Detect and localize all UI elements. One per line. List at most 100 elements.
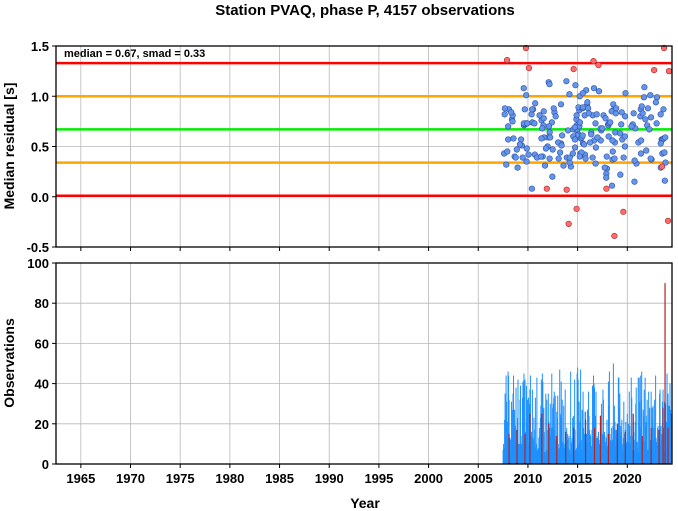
residual-point: [587, 139, 594, 146]
residual-point: [503, 161, 510, 168]
residual-point: [576, 153, 583, 160]
observations-x-tick-label: 2000: [414, 471, 443, 486]
residual-point: [546, 129, 553, 136]
residual-point: [516, 141, 524, 148]
residual-y-axis-label: Median residual [s]: [1, 83, 17, 210]
observations-x-ticks: 1965 1970 1975 1980 1985 1990 1995 2000 2005 2010…: [66, 464, 642, 486]
residual-point: [593, 111, 600, 118]
residual-point: [509, 118, 516, 125]
residual-point: [546, 81, 553, 88]
residual-y-tick-label: -0.5: [27, 240, 49, 255]
observations-x-tick-label: 1990: [315, 471, 344, 486]
residual-point: [572, 82, 579, 89]
residual-point: [549, 173, 556, 180]
residual-point: [657, 111, 664, 118]
residual-point: [605, 133, 612, 140]
residual-point: [523, 145, 530, 152]
residual-point: [612, 129, 619, 136]
residual-point: [603, 174, 610, 181]
residual-point: [660, 106, 667, 113]
stats-annotation: median = 0.67, smad = 0.33: [64, 48, 205, 60]
residual-point: [569, 150, 576, 157]
residual-point: [582, 155, 589, 162]
residual-point: [528, 111, 535, 118]
residual-point: [617, 171, 624, 178]
residual-point: [601, 164, 608, 171]
observations-y-tick-label: 20: [35, 417, 49, 432]
observations-y-tick-label: 80: [35, 296, 49, 311]
residual-point: [571, 124, 578, 131]
residual-point: [618, 109, 625, 116]
residual-point: [638, 103, 645, 110]
residual-y-ticks: -0.5 0.0 0.5 1.0 1.5: [27, 39, 56, 255]
residual-point: [588, 131, 595, 138]
residual-point: [652, 99, 660, 106]
residual-point: [517, 136, 525, 143]
observations-y-axis-label: Observations: [1, 318, 17, 408]
residual-point: [622, 90, 629, 97]
observations-x-tick-label: 2015: [563, 471, 592, 486]
residual-point: [501, 111, 508, 118]
residual-point: [540, 108, 547, 115]
residual-point: [653, 94, 661, 101]
residual-point: [579, 132, 586, 139]
observations-x-tick-label: 2005: [464, 471, 493, 486]
residual-point: [590, 85, 598, 92]
residual-point: [521, 106, 528, 113]
residual-point: [644, 105, 652, 112]
residual-point: [537, 153, 545, 160]
residual-point: [546, 155, 553, 162]
residual-point: [602, 115, 609, 122]
residual-point: [564, 127, 572, 134]
residual-point: [549, 146, 556, 153]
observations-y-ticks: 0 20 40 60 80 100: [27, 256, 56, 472]
residual-y-tick-label: 1.5: [31, 39, 49, 54]
residual-point: [557, 149, 564, 156]
residual-point: [523, 158, 530, 165]
residual-point: [545, 123, 552, 130]
residual-point: [592, 144, 599, 151]
residual-point: [622, 113, 629, 120]
residual-point: [547, 134, 554, 141]
residual-point: [653, 120, 660, 127]
x-axis-label: Year: [350, 495, 380, 511]
residual-point: [599, 125, 606, 132]
residual-point: [607, 119, 614, 126]
observations-y-tick-label: 100: [27, 256, 49, 271]
observations-x-tick-label: 1995: [364, 471, 393, 486]
residual-point: [630, 110, 637, 117]
residual-outlier-point: [664, 217, 672, 224]
residual-point: [566, 91, 573, 98]
residual-point: [579, 104, 586, 111]
residual-point: [514, 164, 521, 171]
residual-point: [576, 119, 583, 126]
residual-point: [571, 144, 579, 151]
residual-y-tick-label: 0.5: [31, 140, 49, 155]
residual-point: [642, 116, 649, 123]
residual-point: [571, 136, 579, 143]
chart-title: Station PVAQ, phase P, 4157 observations: [215, 2, 515, 19]
residual-point: [508, 109, 515, 116]
residual-outlier-point: [651, 67, 658, 74]
residual-point: [585, 105, 592, 112]
residual-panel: -0.5 0.0 0.5 1.0 1.5 median = 0.67, smad = 0…: [1, 39, 673, 255]
residual-point: [603, 153, 610, 160]
observations-y-tick-label: 40: [35, 377, 49, 392]
residual-point: [661, 177, 668, 184]
residual-x-ticks: [80, 247, 628, 251]
residual-outlier-point: [620, 208, 627, 215]
residual-point: [505, 123, 512, 130]
residual-y-tick-label: 0.0: [31, 190, 49, 205]
observations-x-tick-label: 1975: [166, 471, 195, 486]
residual-point: [573, 112, 580, 119]
residual-point: [646, 126, 653, 133]
observations-y-tick-label: 60: [35, 336, 49, 351]
residual-point: [538, 135, 545, 142]
residual-point: [566, 154, 573, 161]
residual-point: [592, 160, 599, 167]
residual-point: [631, 178, 638, 185]
residual-point: [641, 84, 648, 91]
residual-point: [580, 141, 588, 148]
residual-point: [657, 140, 664, 147]
